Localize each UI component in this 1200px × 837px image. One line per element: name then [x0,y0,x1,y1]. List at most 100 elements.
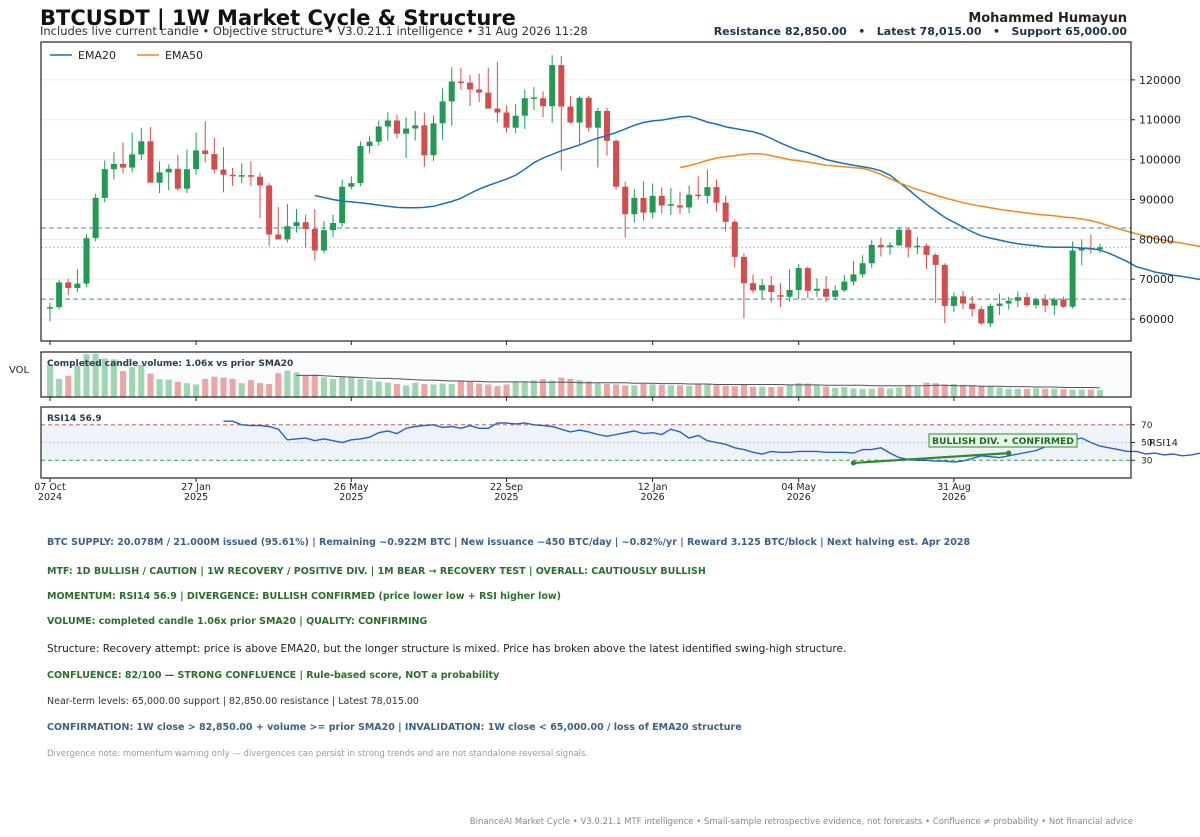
divergence-point-end [1006,450,1012,456]
candle [932,254,939,265]
volume-annotation: Completed candle volume: 1.06x vs prior … [47,359,293,369]
candle [238,175,245,177]
volume-bar [485,384,492,397]
candle [722,202,729,222]
volume-bar [594,383,601,397]
volume-bar [640,384,647,397]
candle [1005,300,1012,304]
volume-bar [631,385,638,397]
candle [1069,250,1076,307]
volume-panel-frame [40,351,1132,398]
candle [640,197,647,213]
candle [667,204,674,206]
rsi-y-tick-label: 30 [1141,456,1153,466]
candle [960,296,967,304]
divergence-note: Divergence note: momentum warning only —… [47,749,589,759]
candle [403,128,410,134]
volume-bar [147,373,154,397]
candle [859,263,866,275]
volume-bar [375,381,382,397]
candle [594,110,601,128]
volume-axis-label: VOL [9,365,30,376]
volume-bar [777,386,784,397]
divergence-badge [928,433,1078,448]
volume-bar [750,386,757,397]
candle [777,295,784,297]
candle [713,187,720,203]
x-tick-label-year: 2025 [184,492,208,503]
candle [101,169,108,198]
candle [686,194,693,208]
legend-ema50-label: EMA50 [165,49,203,62]
x-tick-label-year: 2025 [339,492,363,503]
volume-bar [850,388,857,397]
volume-bar [348,376,355,397]
volume-bar [704,383,711,397]
x-tick-label: 22 Sep [490,482,523,493]
candle [275,234,282,240]
volume-bar [859,388,866,397]
candle [969,303,976,310]
volume-bar [421,384,428,397]
x-tick-label-year: 2026 [942,492,966,503]
ema50-line [679,152,1200,248]
candle [768,285,775,292]
volume-bar [740,384,747,397]
candle [1014,297,1021,301]
x-tick-label-year: 2026 [787,492,811,503]
candle [613,140,620,187]
volume-bar [366,380,373,397]
volume-bar [211,376,218,397]
ema20-line [314,115,1200,281]
volume-bar [311,374,318,397]
candle [987,305,994,324]
rsi14-line [223,420,1200,463]
volume-bar [585,381,592,397]
price-panel-frame [40,41,1132,342]
candle [476,89,483,93]
volume-bar [832,387,839,397]
volume-bar [74,365,81,397]
volume-bar [987,386,994,397]
volume-bar [165,379,172,397]
candle [886,245,894,248]
x-tick-label: 26 May [334,482,369,493]
candle [905,229,912,248]
volume-bar [1014,388,1021,397]
candle [147,141,154,183]
candle [138,141,145,155]
volume-bar [978,385,985,397]
volume-bar [457,381,464,397]
candle [494,108,501,113]
candle [850,274,857,282]
volume-bar [275,373,282,397]
volume-bar [886,388,894,397]
candle [412,125,419,129]
volume-bar [969,385,976,397]
candle [366,141,373,147]
x-tick-label: 04 May [781,482,816,493]
volume-bar [193,384,200,397]
candle [731,221,738,257]
candle [56,282,63,308]
volume-bar [293,372,300,397]
divergence-point-start [850,460,857,466]
key-levels-summary: Resistance 82,850.00 • Latest 78,015.00 … [713,25,1127,38]
rsi-axis-label: RSI14 [1149,438,1178,449]
volume-bar [722,385,729,397]
volume-bar [110,359,117,397]
candle [996,303,1003,306]
momentum-line: MOMENTUM: RSI14 56.9 | DIVERGENCE: BULLI… [47,591,561,602]
volume-bar [786,384,793,397]
volume-bar [549,380,556,397]
x-tick-label: 07 Oct [34,482,66,493]
volume-bar [494,386,501,397]
volume-bar [1069,389,1076,397]
volume-bar [603,384,610,397]
candle [348,183,355,187]
volume-bar [521,381,528,397]
candle [823,288,830,297]
candle [631,197,638,215]
volume-bar [896,387,903,397]
volume-bar [330,378,337,397]
